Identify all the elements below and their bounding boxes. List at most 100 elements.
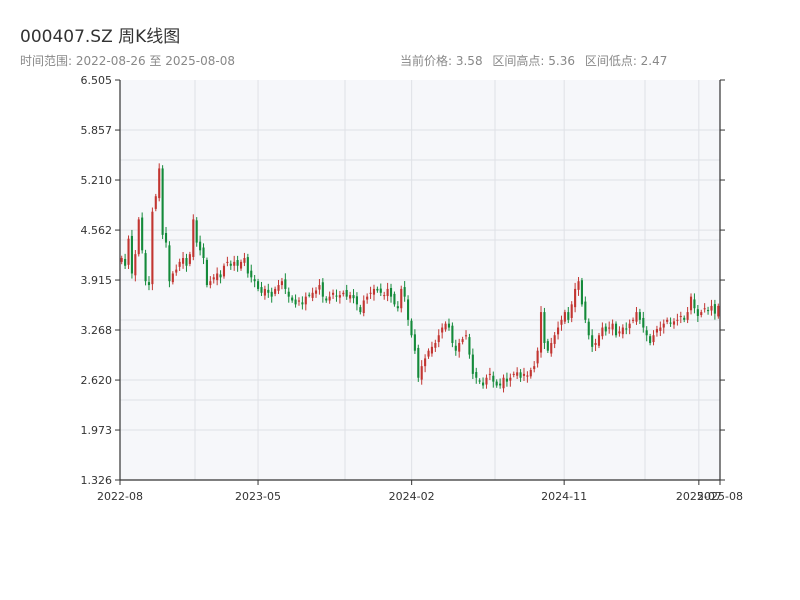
candle <box>216 267 219 286</box>
candle-body <box>700 312 703 316</box>
candle-body <box>703 308 706 310</box>
candle <box>703 303 706 313</box>
candle-body <box>447 323 451 328</box>
candle <box>175 264 178 276</box>
candle <box>597 332 601 349</box>
candle-body <box>154 196 157 209</box>
candle <box>638 308 641 324</box>
candle <box>437 329 440 348</box>
candle-body <box>352 295 355 299</box>
candle <box>584 296 587 324</box>
candle-body <box>652 335 655 343</box>
candle <box>144 249 147 286</box>
candle-body <box>488 373 491 375</box>
candle <box>717 303 720 319</box>
candle <box>652 330 655 346</box>
candle <box>516 367 519 379</box>
candle-body <box>461 339 464 343</box>
candle <box>253 275 256 288</box>
candle-body <box>645 330 648 336</box>
candle <box>659 321 662 337</box>
candle <box>621 324 624 339</box>
candle <box>485 374 488 389</box>
candle-body <box>209 281 212 286</box>
candle-body <box>546 341 549 351</box>
candle-body <box>441 327 444 333</box>
candle <box>458 338 461 358</box>
candle-body <box>458 342 461 352</box>
candle <box>222 263 226 279</box>
candle-body <box>202 247 205 259</box>
candle-body <box>274 288 277 294</box>
candle <box>519 369 522 382</box>
candle-body <box>355 296 358 305</box>
candle <box>396 301 399 312</box>
candle-body <box>332 292 335 295</box>
candle-body <box>420 366 423 380</box>
candle-body <box>611 323 614 330</box>
candle-body <box>308 294 311 296</box>
candle <box>400 285 403 313</box>
candle-body <box>557 327 560 335</box>
candle-body <box>522 373 526 376</box>
candle <box>345 284 348 300</box>
candle <box>226 256 229 267</box>
chart-title: 000407.SZ 周K线图 <box>20 27 181 47</box>
candle-body <box>124 258 127 266</box>
axes <box>115 79 725 485</box>
candle-body <box>512 373 515 375</box>
candle <box>147 276 151 291</box>
candle-body <box>192 219 195 257</box>
candle <box>543 307 546 350</box>
candle-body <box>277 285 280 291</box>
x-tick-label: 2025-08 <box>697 490 743 503</box>
candle <box>287 287 290 303</box>
candle-body <box>393 293 396 305</box>
candle <box>257 278 260 292</box>
candle-body <box>260 287 263 293</box>
candle-body <box>550 342 553 354</box>
candle <box>342 290 345 297</box>
candle <box>635 306 638 325</box>
candle <box>124 253 127 269</box>
candle-body <box>553 335 556 344</box>
candle-body <box>638 312 641 320</box>
candle-body <box>464 335 468 337</box>
y-tick-label: 4.562 <box>81 224 113 237</box>
candle-body <box>526 375 529 377</box>
candle <box>260 281 263 297</box>
candle <box>502 374 505 393</box>
candle-body <box>383 295 386 297</box>
candle-body <box>362 300 365 314</box>
candle-body <box>625 328 628 330</box>
candle-body <box>257 281 260 289</box>
candle <box>427 348 430 359</box>
y-tick-label: 5.210 <box>81 174 113 187</box>
candle-body <box>424 358 427 367</box>
candle <box>141 212 144 254</box>
candle-body <box>543 312 546 343</box>
candle <box>464 330 468 340</box>
candle <box>655 325 658 337</box>
candle-body <box>672 321 676 325</box>
candle <box>567 306 570 324</box>
candle <box>195 217 198 247</box>
candle <box>618 326 621 337</box>
candle <box>349 291 352 303</box>
candle <box>454 339 457 356</box>
candle <box>533 361 536 373</box>
candle-body <box>127 238 130 265</box>
candle <box>536 347 539 368</box>
candle <box>304 292 307 311</box>
candle <box>539 306 543 358</box>
candle <box>434 339 437 352</box>
candle <box>284 273 287 295</box>
candle <box>127 235 130 269</box>
candle-body <box>587 321 590 336</box>
candle <box>314 287 318 298</box>
y-tick-label: 5.857 <box>81 124 113 137</box>
candle-body <box>168 245 171 282</box>
candle <box>574 282 577 313</box>
candle <box>137 217 140 257</box>
candle-body <box>570 304 573 318</box>
